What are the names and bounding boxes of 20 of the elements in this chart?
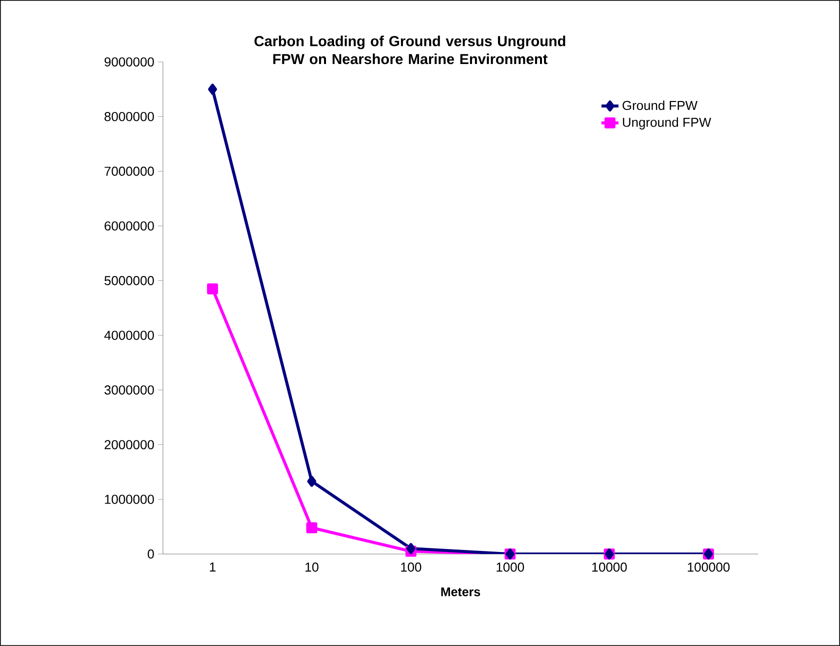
legend-label: Ground FPW [622,100,698,110]
y-tick-label: 3000000 [104,385,154,395]
y-tick-label: 4000000 [104,330,154,340]
y-tick-label: 5000000 [104,276,154,286]
x-tick-label: 100000 [688,562,730,572]
legend-label: Unground FPW [622,117,712,130]
x-tick-label: 1000 [496,562,524,572]
x-tick-label: 100 [401,562,422,572]
y-tick-label: 6000000 [104,221,154,231]
y-tick-label: 0 [148,549,154,559]
x-tick-label: 10 [306,562,318,572]
y-tick-label: 7000000 [104,166,154,176]
y-tick-label: 8000000 [104,112,154,122]
x-axis-title: Meters [441,588,480,596]
y-tick-label: 2000000 [104,440,154,450]
y-tick-label: 1000000 [104,494,154,504]
chart-title: Carbon Loading of Ground versus Unground FPW on Nearshore Marine Environment [254,36,566,64]
x-tick-label: 1 [210,562,216,572]
y-tick-label: 9000000 [104,57,154,67]
x-tick-label: 10000 [592,562,627,572]
